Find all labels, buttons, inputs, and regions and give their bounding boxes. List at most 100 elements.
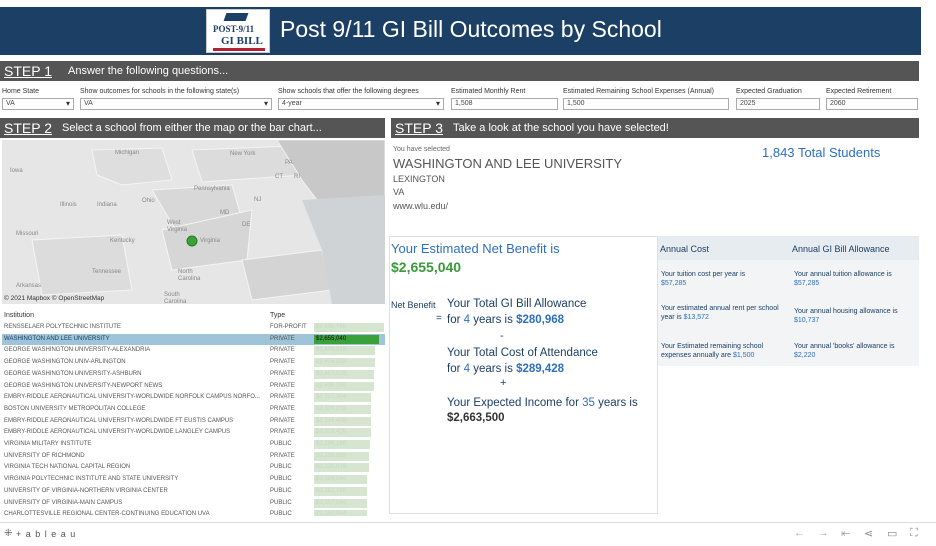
home-state-select[interactable]: VA bbox=[2, 98, 74, 110]
institution-type: PRIVATE bbox=[270, 370, 295, 377]
institution-type: PUBLIC bbox=[270, 441, 292, 447]
net-benefit-value: $2,439,390 bbox=[316, 382, 347, 389]
table-row[interactable]: EMBRY-RIDDLE AERONAUTICAL UNIVERSITY-WOR… bbox=[2, 427, 385, 439]
monthly-rent-input[interactable]: 1,508 bbox=[451, 98, 558, 110]
outcome-states-value: VA bbox=[84, 100, 93, 107]
net-benefit-panel bbox=[389, 236, 658, 514]
net-benefit-bar[interactable] bbox=[314, 393, 371, 403]
income-amount: $2,663,500 bbox=[447, 412, 505, 424]
tuition-allowance-value: $57,285 bbox=[794, 280, 820, 287]
rent-cost-value: $13,572 bbox=[683, 314, 709, 321]
tableau-brand[interactable]: + a b l e a u bbox=[16, 529, 77, 539]
comment-icon[interactable]: ▭ bbox=[887, 528, 898, 540]
tuition-allowance: Your annual tuition allowance is $57,285 bbox=[794, 270, 919, 288]
net-benefit-bar[interactable] bbox=[314, 463, 369, 473]
remaining-expenses-input[interactable]: 1,500 bbox=[563, 98, 729, 110]
selected-school-marker[interactable] bbox=[186, 235, 198, 247]
institution-type: PUBLIC bbox=[270, 476, 292, 483]
table-row[interactable]: CHARLOTTESVILLE REGIONAL CENTER-CONTINUI… bbox=[2, 509, 385, 516]
step2-bar: STEP 2 Select a school from either the m… bbox=[0, 118, 385, 138]
net-benefit-bar[interactable] bbox=[314, 486, 368, 496]
net-benefit-value: $2,457,028 bbox=[316, 370, 347, 377]
income-years: 35 bbox=[582, 397, 595, 409]
table-row[interactable]: UNIVERSITY OF RICHMOND PRIVATE $2,255,988 bbox=[2, 451, 385, 463]
expected-retirement-label: Expected Retirement bbox=[826, 88, 892, 95]
tuition-allowance-label: Your annual tuition allowance is bbox=[794, 271, 892, 278]
net-benefit-bar[interactable] bbox=[314, 498, 367, 508]
map-label: Arkansas bbox=[16, 283, 42, 289]
degrees-label: Show schools that offer the following de… bbox=[278, 88, 419, 95]
institution-name: RENSSELAER POLYTECHNIC INSTITUTE bbox=[4, 324, 121, 330]
remaining-expense-label: Your Estimated remaining school expenses… bbox=[661, 343, 764, 359]
table-row[interactable]: BOSTON UNIVERSITY METROPOLITAN COLLEGE PR… bbox=[2, 404, 385, 416]
degrees-select[interactable]: 4-year bbox=[278, 98, 444, 110]
net-benefit-bar[interactable] bbox=[314, 440, 370, 449]
net-benefit-value: $2,226,616 bbox=[316, 464, 347, 471]
net-benefit-bar[interactable] bbox=[314, 334, 380, 344]
net-benefit-bar[interactable] bbox=[314, 428, 371, 438]
outcome-states-select[interactable]: VA bbox=[80, 98, 272, 110]
map-label: Pennsylvania bbox=[194, 186, 230, 192]
table-row[interactable]: GEORGE WASHINGTON UNIVERSITY-ASHBURN PRIV… bbox=[2, 369, 385, 381]
logo-text-line1: POST-9/11 bbox=[213, 24, 255, 34]
institution-type: PRIVATE bbox=[270, 347, 295, 354]
institution-name: WASHINGTON AND LEE UNIVERSITY bbox=[4, 335, 110, 342]
tuition-cost: Your tuition cost per year is $57,285 bbox=[661, 270, 786, 288]
home-state-label: Home State bbox=[2, 88, 39, 95]
net-benefit-bar[interactable] bbox=[314, 475, 368, 485]
dashboard-header bbox=[0, 7, 921, 55]
table-row[interactable]: EMBRY-RIDDLE AERONAUTICAL UNIVERSITY-WOR… bbox=[2, 416, 385, 428]
annual-allowance-header: Annual GI Bill Allowance bbox=[792, 244, 890, 254]
map-label: DE bbox=[242, 222, 251, 228]
net-benefit-bar[interactable] bbox=[314, 323, 384, 332]
school-url[interactable]: www.wlu.edu/ bbox=[393, 201, 449, 211]
page-title: Post 9/11 GI Bill Outcomes by School bbox=[280, 16, 662, 42]
school-bar-table[interactable]: Institution Type RENSSELAER POLYTECHNIC … bbox=[2, 311, 385, 516]
net-benefit-bar[interactable] bbox=[314, 369, 375, 379]
net-benefit-bar[interactable] bbox=[314, 404, 371, 414]
table-row[interactable]: EMBRY-RIDDLE AERONAUTICAL UNIVERSITY-WOR… bbox=[2, 392, 385, 404]
net-benefit-value: $2,319,420 bbox=[316, 417, 347, 424]
institution-name: EMBRY-RIDDLE AERONAUTICAL UNIVERSITY-WOR… bbox=[4, 429, 231, 436]
undo-icon[interactable]: ← bbox=[794, 527, 805, 539]
remaining-expense-value: $1,500 bbox=[733, 352, 755, 359]
institution-name: UNIVERSITY OF VIRGINIA-MAIN CAMPUS bbox=[4, 499, 123, 506]
table-row[interactable]: UNIVERSITY OF VIRGINIA-NORTHERN VIRGINIA… bbox=[2, 486, 385, 498]
fullscreen-icon[interactable]: ⛶ bbox=[910, 527, 918, 539]
table-row[interactable]: RENSSELAER POLYTECHNIC INSTITUTE FOR-PROF… bbox=[2, 322, 385, 334]
gi-allowance-line: for 4 years is $280,968 bbox=[447, 314, 564, 326]
map-label: Tennessee bbox=[92, 269, 122, 275]
net-benefit-value: $2,157,064 bbox=[316, 499, 347, 506]
net-benefit-bar[interactable] bbox=[314, 510, 367, 516]
net-benefit-value: $2,296,160 bbox=[316, 441, 347, 447]
net-benefit-bar[interactable] bbox=[314, 346, 375, 356]
table-row[interactable]: GEORGE WASHINGTON UNIVERSITY-NEWPORT NEW… bbox=[2, 381, 385, 393]
school-map[interactable]: Michigan New York Iowa Pennsylvania Illi… bbox=[2, 140, 385, 304]
redo-icon[interactable]: → bbox=[818, 527, 829, 539]
share-icon[interactable]: ⋖ bbox=[864, 528, 874, 540]
table-row[interactable]: VIRGINIA MILITARY INSTITUTE PUBLIC $2,296,… bbox=[2, 439, 385, 451]
institution-type: PRIVATE bbox=[270, 359, 295, 366]
cost-years: 4 bbox=[463, 363, 471, 375]
table-row[interactable]: WASHINGTON AND LEE UNIVERSITY PRIVATE $2,6… bbox=[2, 333, 385, 346]
gi-allowance-title: Your Total GI Bill Allowance bbox=[447, 298, 587, 310]
net-benefit-bar[interactable] bbox=[314, 381, 374, 391]
minus-sign: - bbox=[500, 330, 504, 342]
table-row[interactable]: UNIVERSITY OF VIRGINIA-MAIN CAMPUS PUBLIC… bbox=[2, 498, 385, 510]
institution-type: PRIVATE bbox=[270, 394, 295, 401]
institution-type: PRIVATE bbox=[270, 382, 295, 389]
table-row[interactable]: GEORGE WASHINGTON UNIV-ARLINGTON PRIVATE $… bbox=[2, 357, 385, 369]
cost-attendance-line: for 4 years is $289,428 bbox=[447, 363, 564, 375]
table-row[interactable]: VIRGINIA POLYTECHNIC INSTITUTE AND STATE… bbox=[2, 474, 385, 486]
step1-instruction: Answer the following questions... bbox=[68, 65, 229, 77]
books-allowance-value: $2,220 bbox=[794, 352, 816, 359]
table-row[interactable]: VIRGINIA TECH NATIONAL CAPITAL REGION PUB… bbox=[2, 462, 385, 474]
net-benefit-bar[interactable] bbox=[314, 358, 375, 368]
expected-retirement-input[interactable]: 2060 bbox=[826, 98, 918, 110]
revert-icon[interactable]: ⇤ bbox=[841, 528, 851, 540]
net-benefit-bar[interactable] bbox=[314, 451, 370, 461]
expected-graduation-input[interactable]: 2025 bbox=[736, 98, 820, 110]
table-row[interactable]: GEORGE WASHINGTON UNIVERSITY-ALEXANDRIA P… bbox=[2, 345, 385, 357]
net-benefit-bar[interactable] bbox=[314, 416, 371, 426]
map-label: Kentucky bbox=[110, 238, 135, 244]
